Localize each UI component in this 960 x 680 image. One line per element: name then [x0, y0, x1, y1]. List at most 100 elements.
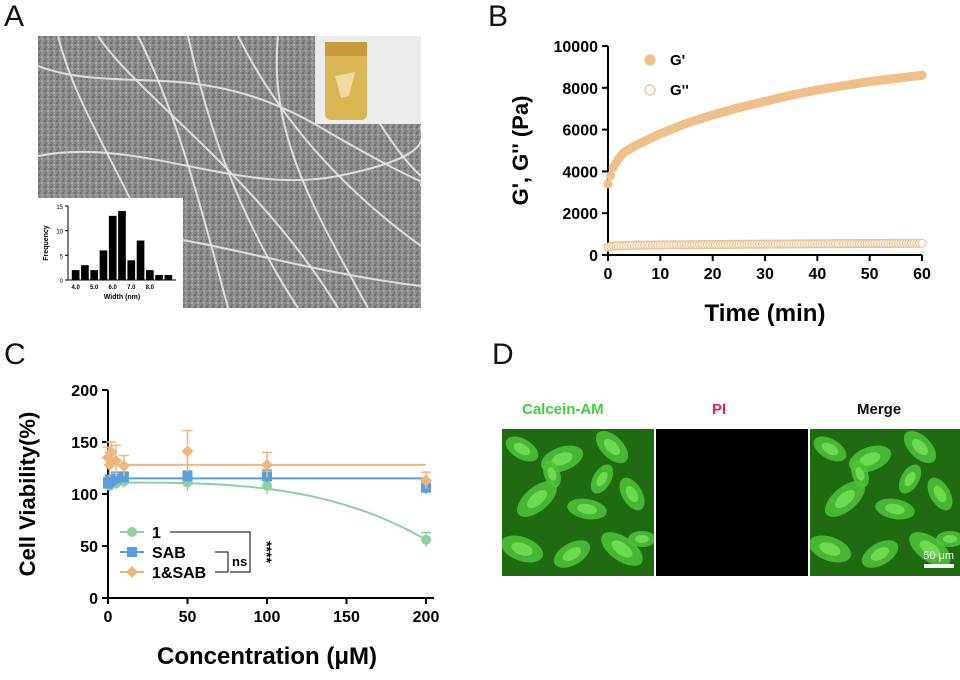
hist-bar — [90, 270, 99, 280]
cell-nucleus — [885, 503, 905, 515]
hist-bar — [136, 240, 145, 280]
c-y-label: Cell Viability(%) — [15, 412, 40, 577]
hist-y-tick-label: 5 — [60, 254, 64, 260]
cell-nucleus — [870, 547, 890, 561]
rheology-chart: 0 2000 4000 6000 8000 10000 0 10 20 30 40 50 60 Time … — [490, 10, 950, 340]
hist-y-tick-label: 15 — [56, 205, 63, 211]
b-y-tick-label: 10000 — [554, 39, 599, 56]
c-point — [118, 472, 129, 483]
hist-x-tick-label: 6.0 — [109, 285, 118, 291]
cell-nucleus — [859, 452, 881, 466]
hist-x-label: Width (nm) — [104, 294, 140, 301]
c-legend-marker — [127, 527, 137, 537]
b-x-label: Time (min) — [705, 300, 826, 327]
cell-nucleus — [562, 547, 582, 561]
c-significance-label: ns — [232, 554, 247, 569]
tem-micrograph: 0 5 10 15 4.0 5.0 6.0 7.0 8.0 Width (nm) Frequency — [38, 36, 421, 308]
c-y-tick-label: 100 — [71, 487, 98, 504]
c-point — [181, 445, 194, 458]
c-legend-label: 1 — [152, 525, 161, 542]
c-y-tick-label: 0 — [89, 591, 98, 608]
hist-x-tick-label: 5.0 — [90, 285, 99, 291]
hist-x-tick-label: 4.0 — [71, 285, 80, 291]
pi-image — [656, 429, 808, 576]
b-x-tick-label: 0 — [604, 266, 613, 283]
c-y-tick-label: 150 — [71, 435, 98, 452]
cell-nucleus — [855, 467, 865, 481]
c-legend-label: SAB — [152, 545, 186, 562]
hist-bar — [71, 270, 80, 280]
c-series-2 — [102, 429, 432, 489]
c-point — [421, 534, 431, 545]
b-y-tick-label: 6000 — [562, 123, 598, 140]
b-series-0 — [603, 70, 927, 189]
cell-nucleus — [835, 490, 855, 508]
cell-nucleus — [821, 442, 839, 456]
hist-bar — [108, 215, 117, 280]
cell-nucleus — [611, 540, 633, 558]
hist-y-tick-label: 0 — [60, 279, 64, 285]
c-legend-marker — [126, 566, 138, 578]
b-y-tick-label: 2000 — [562, 206, 598, 223]
c-y-tick-label: 200 — [71, 383, 98, 400]
hist-bar — [127, 260, 136, 280]
b-x-tick-label: 10 — [651, 266, 669, 283]
fluorescence-panel: Calcein-AM PI Merge 50 μm — [490, 345, 960, 675]
hist-x-tick-label: 8.0 — [146, 285, 155, 291]
c-x-tick-label: 100 — [254, 609, 281, 626]
b-x-tick-label: 20 — [704, 266, 722, 283]
panel-label-a: A — [4, 0, 25, 33]
c-point — [261, 458, 273, 471]
c-x-tick-label: 50 — [179, 609, 197, 626]
c-point — [420, 474, 432, 487]
c-point — [105, 446, 118, 459]
cell-nucleus — [596, 471, 608, 487]
panel-label-c: C — [4, 338, 26, 371]
c-y-tick-label: 50 — [80, 539, 98, 556]
b-legend-label: G'' — [670, 82, 689, 99]
b-x-tick-label: 30 — [756, 266, 774, 283]
hist-bar — [164, 275, 173, 280]
b-legend-marker — [644, 54, 656, 66]
calcein-title: Calcein-AM — [522, 401, 604, 418]
cell-nucleus — [904, 471, 916, 487]
c-x-label: Concentration (μM) — [157, 643, 377, 670]
b-point — [606, 170, 616, 181]
cell-nucleus — [933, 485, 947, 503]
pi-title: PI — [712, 401, 727, 418]
width-histogram: 0 5 10 15 4.0 5.0 6.0 7.0 8.0 Width (nm) Frequency — [38, 198, 183, 308]
cell-nucleus — [819, 542, 841, 556]
b-point — [917, 238, 927, 248]
cell-nucleus — [577, 503, 597, 515]
c-point — [109, 454, 122, 467]
b-y-label: G', G'' (Pa) — [508, 96, 533, 206]
cell-nucleus — [551, 452, 573, 466]
calcein-image — [500, 429, 656, 576]
b-x-tick-label: 50 — [861, 266, 879, 283]
scale-bar-label: 50 μm — [923, 550, 954, 562]
c-x-tick-label: 0 — [104, 609, 113, 626]
cell-nucleus — [943, 535, 957, 543]
cell-viability-chart: 0 50 100 150 200 0 50 100 150 200 Concentration (μ… — [0, 345, 480, 675]
hist-y-tick-label: 10 — [56, 230, 63, 236]
cell-nucleus — [911, 438, 929, 456]
hist-bar — [145, 270, 154, 280]
cell-nucleus — [603, 438, 621, 456]
c-bracket-1 — [170, 531, 251, 573]
vial-photo — [315, 36, 421, 124]
c-bracket-2 — [215, 551, 229, 573]
c-significance-label: **** — [259, 541, 275, 563]
b-y-tick-label: 0 — [589, 248, 598, 265]
c-legend-marker — [127, 547, 137, 557]
cell-nucleus — [625, 485, 639, 503]
b-series-1 — [603, 238, 927, 252]
b-x-tick-label: 40 — [808, 266, 826, 283]
cell-nucleus — [527, 490, 547, 508]
b-point — [603, 179, 613, 189]
c-point — [117, 459, 130, 472]
b-legend-marker — [644, 84, 656, 96]
c-x-tick-label: 200 — [413, 609, 440, 626]
cell-nucleus — [635, 535, 649, 543]
c-x-tick-label: 150 — [333, 609, 360, 626]
hist-y-label: Frequency — [43, 225, 50, 261]
